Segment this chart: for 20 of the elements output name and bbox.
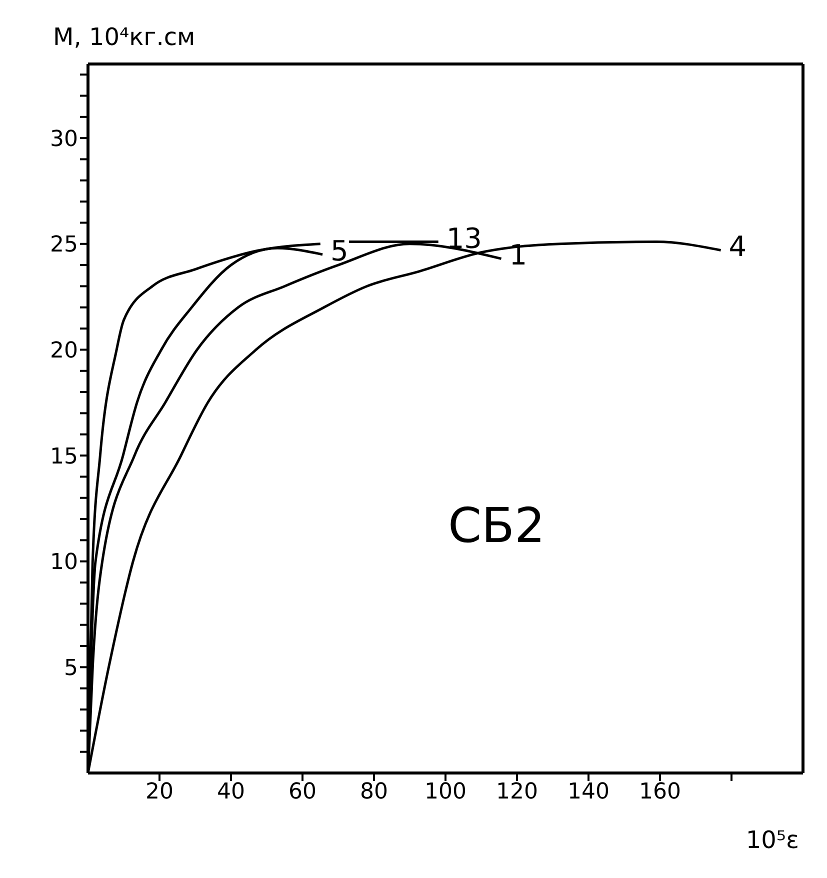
x-axis-title: 10⁵ε <box>746 826 799 854</box>
x-tick-label: 40 <box>217 780 245 805</box>
x-tick-label: 140 <box>568 780 610 805</box>
y-tick-label: 5 <box>64 656 78 681</box>
x-tick-label: 160 <box>639 780 681 805</box>
y-axis-title: М, 10⁴кг.см <box>53 23 196 51</box>
y-tick-label: 15 <box>50 444 78 470</box>
y-tick-label: 30 <box>50 126 78 152</box>
x-tick-label: 20 <box>146 780 174 805</box>
series-label: 13 <box>446 222 482 255</box>
series-label: 4 <box>728 230 747 264</box>
annotation: СБ2 <box>448 498 545 554</box>
y-tick-label: 25 <box>50 232 78 258</box>
series-label: 5 <box>330 234 348 268</box>
y-tick-label: 10 <box>50 550 78 576</box>
x-tick-label: 80 <box>360 780 388 805</box>
y-tick-label: 20 <box>50 338 78 364</box>
x-tick-label: 120 <box>496 780 538 805</box>
x-tick-label: 100 <box>424 780 466 805</box>
x-tick-label: 60 <box>288 780 316 805</box>
